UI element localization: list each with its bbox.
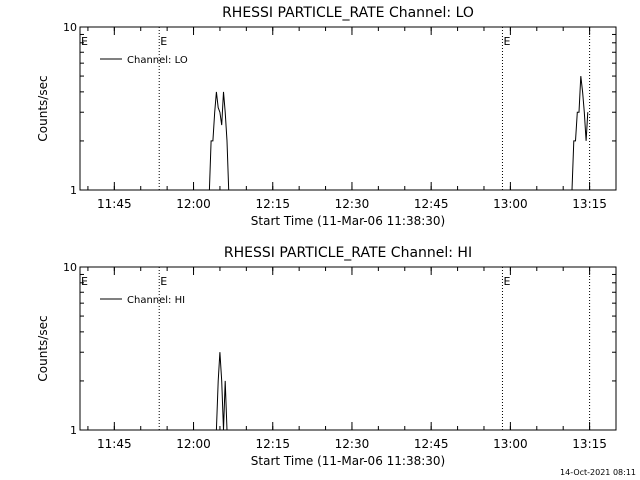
y-axis-label: Counts/sec bbox=[36, 75, 50, 141]
legend-label: Channel: LO bbox=[127, 55, 188, 66]
hi-channel-panel: RHESSI PARTICLE_RATE Channel: HI Counts/s… bbox=[36, 245, 617, 468]
x-tick-label: 12:30 bbox=[335, 197, 370, 211]
chart-title: RHESSI PARTICLE_RATE Channel: LO bbox=[222, 5, 474, 21]
timestamp: 14-Oct-2021 08:11 bbox=[560, 468, 636, 477]
y-tick-label: 1 bbox=[70, 184, 77, 197]
series-line bbox=[80, 76, 589, 191]
plot-frame bbox=[79, 26, 617, 191]
x-tick-label: 12:15 bbox=[255, 197, 290, 211]
x-tick-label: 13:00 bbox=[493, 437, 528, 451]
event-marker-label: E bbox=[503, 35, 510, 48]
y-tick-label: 10 bbox=[63, 261, 77, 274]
x-tick-label: 11:45 bbox=[97, 437, 132, 451]
x-tick-label: 13:00 bbox=[493, 197, 528, 211]
x-tick-label: 13:15 bbox=[572, 437, 607, 451]
x-tick-label: 12:30 bbox=[335, 437, 370, 451]
plot-frame bbox=[79, 266, 617, 431]
x-tick-label: 12:45 bbox=[414, 197, 449, 211]
legend-label: Channel: HI bbox=[127, 295, 185, 306]
chart-title: RHESSI PARTICLE_RATE Channel: HI bbox=[224, 245, 472, 261]
y-tick-label: 1 bbox=[70, 424, 77, 437]
x-tick-label: 11:45 bbox=[97, 197, 132, 211]
event-marker-label: E bbox=[81, 35, 88, 48]
x-tick-label: 13:15 bbox=[572, 197, 607, 211]
y-axis-label: Counts/sec bbox=[36, 315, 50, 381]
series-line bbox=[80, 352, 231, 431]
x-tick-label: 12:15 bbox=[255, 437, 290, 451]
x-tick-label: 12:00 bbox=[176, 437, 211, 451]
lo-channel-panel: RHESSI PARTICLE_RATE Channel: LO Counts/s… bbox=[36, 5, 617, 228]
x-tick-label: 12:00 bbox=[176, 197, 211, 211]
x-axis-label: Start Time (11-Mar-06 11:38:30) bbox=[251, 214, 445, 228]
x-tick-label: 12:45 bbox=[414, 437, 449, 451]
x-axis-label: Start Time (11-Mar-06 11:38:30) bbox=[251, 454, 445, 468]
event-marker-label: E bbox=[160, 35, 167, 48]
event-marker-label: E bbox=[160, 275, 167, 288]
event-marker-label: E bbox=[503, 275, 510, 288]
y-tick-label: 10 bbox=[63, 21, 77, 34]
event-marker-label: E bbox=[81, 275, 88, 288]
